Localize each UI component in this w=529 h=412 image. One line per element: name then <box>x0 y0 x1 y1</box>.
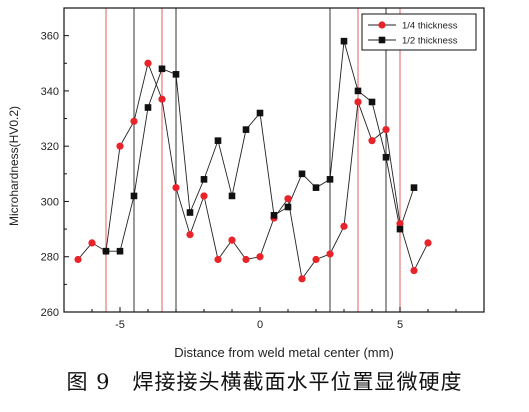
data-point-series-1 <box>74 255 82 264</box>
data-point-series-2 <box>242 126 250 133</box>
x-tick-label: -5 <box>115 319 125 331</box>
data-point-series-1 <box>340 222 348 230</box>
data-point-series-2 <box>102 247 110 255</box>
data-point-series-1 <box>256 253 264 261</box>
series-line-1 <box>77 61 429 280</box>
data-point-series-1 <box>186 231 194 239</box>
y-tick-label: 260 <box>41 307 59 319</box>
data-point-series-2 <box>368 98 376 106</box>
data-point-series-1 <box>158 95 166 103</box>
legend-box <box>361 13 477 51</box>
axes-layer: 260 280 300 320 340 360 -5 0 5 <box>41 31 485 331</box>
data-point-series-2 <box>130 192 138 200</box>
data-point-series-2 <box>214 137 222 144</box>
data-point-series-1 <box>424 239 432 247</box>
y-tick-label: 320 <box>41 141 59 153</box>
legend: 1/4 thickness 1/2 thickness <box>361 13 477 51</box>
x-axis-label: Distance from weld metal center (mm) <box>174 345 394 360</box>
x-tick-label: 0 <box>257 319 263 331</box>
data-point-series-2 <box>396 225 404 233</box>
legend-marker <box>378 21 386 29</box>
data-point-series-2 <box>270 211 278 219</box>
x-tick-label: 5 <box>397 319 403 331</box>
data-point-series-1 <box>354 98 362 106</box>
y-tick-label: 280 <box>41 252 59 264</box>
data-point-series-2 <box>172 71 180 78</box>
data-point-series-1 <box>312 255 320 264</box>
data-point-series-1 <box>200 192 208 200</box>
data-point-series-2 <box>256 109 264 117</box>
data-point-series-1 <box>326 250 334 258</box>
y-axis-label: Microhardness(HV0.2) <box>7 106 21 226</box>
data-point-series-1 <box>130 117 138 125</box>
data-point-series-2 <box>326 176 334 183</box>
data-point-series-2 <box>228 192 236 200</box>
data-point-series-2 <box>158 65 166 73</box>
data-point-series-2 <box>116 247 124 255</box>
data-point-series-1 <box>144 59 152 67</box>
reference-lines <box>105 8 401 312</box>
chart: 260 280 300 320 340 360 -5 0 5 Distance from wel… <box>0 0 529 370</box>
data-point-series-1 <box>410 266 418 275</box>
data-point-series-2 <box>340 37 348 45</box>
data-point-series-2 <box>354 87 362 95</box>
data-point-series-2 <box>410 184 418 191</box>
data-point-series-2 <box>382 153 390 161</box>
data-point-series-1 <box>396 219 404 228</box>
data-point-series-2 <box>284 203 292 211</box>
data-point-series-1 <box>368 137 376 145</box>
legend-label: 1/4 thickness <box>402 21 458 32</box>
plot-frame <box>63 7 485 313</box>
data-point-series-2 <box>312 184 320 191</box>
data-point-series-2 <box>186 209 194 216</box>
data-point-series-1 <box>298 275 306 283</box>
data-point-series-1 <box>88 239 96 247</box>
data-point-series-2 <box>144 104 152 111</box>
data-point-series-1 <box>242 255 250 264</box>
legend-marker <box>378 36 386 44</box>
legend-label: 1/2 thickness <box>402 36 458 47</box>
data-point-series-1 <box>116 142 124 150</box>
y-tick-label: 340 <box>41 86 59 98</box>
data-point-series-1 <box>284 195 292 203</box>
data-point-series-1 <box>214 255 222 264</box>
data-point-series-2 <box>298 170 306 178</box>
series-layer <box>74 37 432 283</box>
plot-background <box>0 0 529 370</box>
y-tick-label: 300 <box>41 196 59 208</box>
data-point-series-1 <box>228 236 236 244</box>
data-point-series-1 <box>172 184 180 192</box>
data-point-series-1 <box>382 126 390 134</box>
y-tick-label: 360 <box>41 31 59 43</box>
data-point-series-2 <box>200 176 208 183</box>
figure-caption: 图 9 焊接接头横截面水平位置显微硬度 <box>66 370 463 394</box>
